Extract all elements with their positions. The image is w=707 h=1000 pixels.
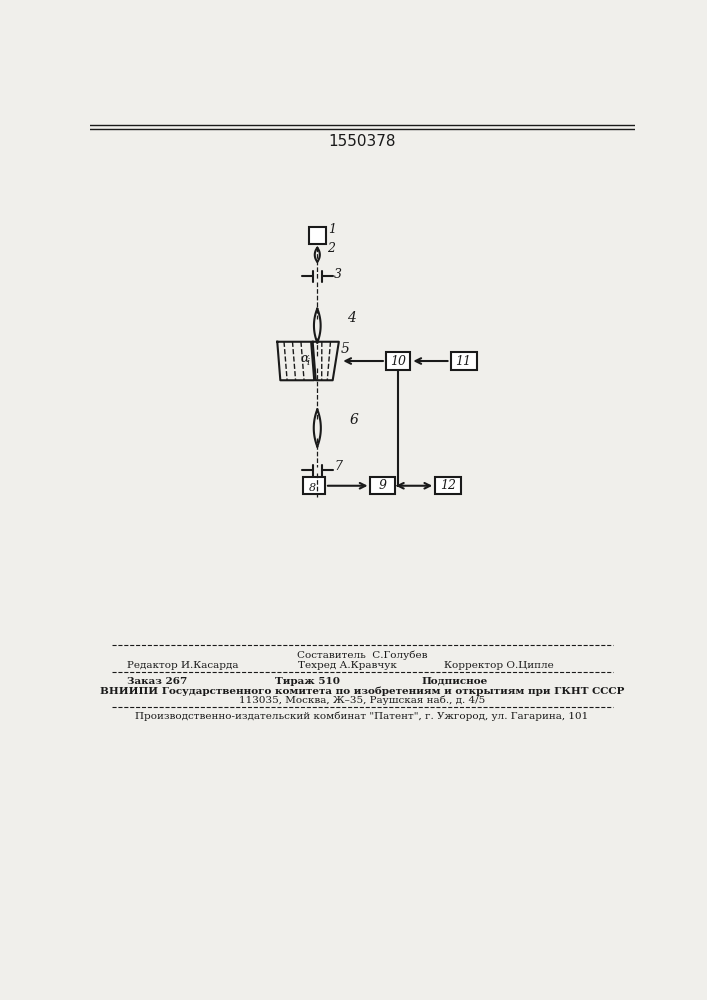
Text: 9: 9 [379,479,387,492]
Text: 6: 6 [350,413,358,427]
Text: Тираж 510: Тираж 510 [275,677,340,686]
Bar [386,352,411,370]
Text: Заказ 267: Заказ 267 [127,677,187,686]
Text: Корректор О.Ципле: Корректор О.Ципле [444,661,554,670]
Text: 12: 12 [440,479,456,492]
Bar [370,477,395,494]
Text: ВНИИПИ Государственного комитета по изобретениям и открытиям при ГКНТ СССР: ВНИИПИ Государственного комитета по изоб… [100,687,624,696]
Text: Редактор И.Касарда: Редактор И.Касарда [127,661,238,670]
Text: 4: 4 [346,311,356,325]
Text: 5: 5 [341,342,350,356]
Text: i: i [307,358,310,367]
Bar [450,352,477,370]
Text: 2: 2 [327,242,335,255]
Text: 1: 1 [328,223,336,236]
Text: Техред А.Кравчук: Техред А.Кравчук [298,661,397,670]
Text: 10: 10 [390,355,406,368]
Text: α: α [300,352,309,365]
Text: 113035, Москва, Ж–35, Раушская наб., д. 4/5: 113035, Москва, Ж–35, Раушская наб., д. … [239,696,485,705]
Text: 1550378: 1550378 [328,134,396,149]
Text: Производственно-издательский комбинат "Патент", г. Ужгород, ул. Гагарина, 101: Производственно-издательский комбинат "П… [135,711,588,721]
Text: 11: 11 [455,355,472,368]
Bar [309,227,326,244]
Text: 7: 7 [334,460,342,473]
Text: 8: 8 [309,483,316,493]
Bar [435,477,461,494]
Text: 3: 3 [334,268,342,281]
Text: Составитель  С.Голубев: Составитель С.Голубев [297,650,427,660]
Bar [303,477,325,494]
Text: Подписное: Подписное [421,677,488,686]
